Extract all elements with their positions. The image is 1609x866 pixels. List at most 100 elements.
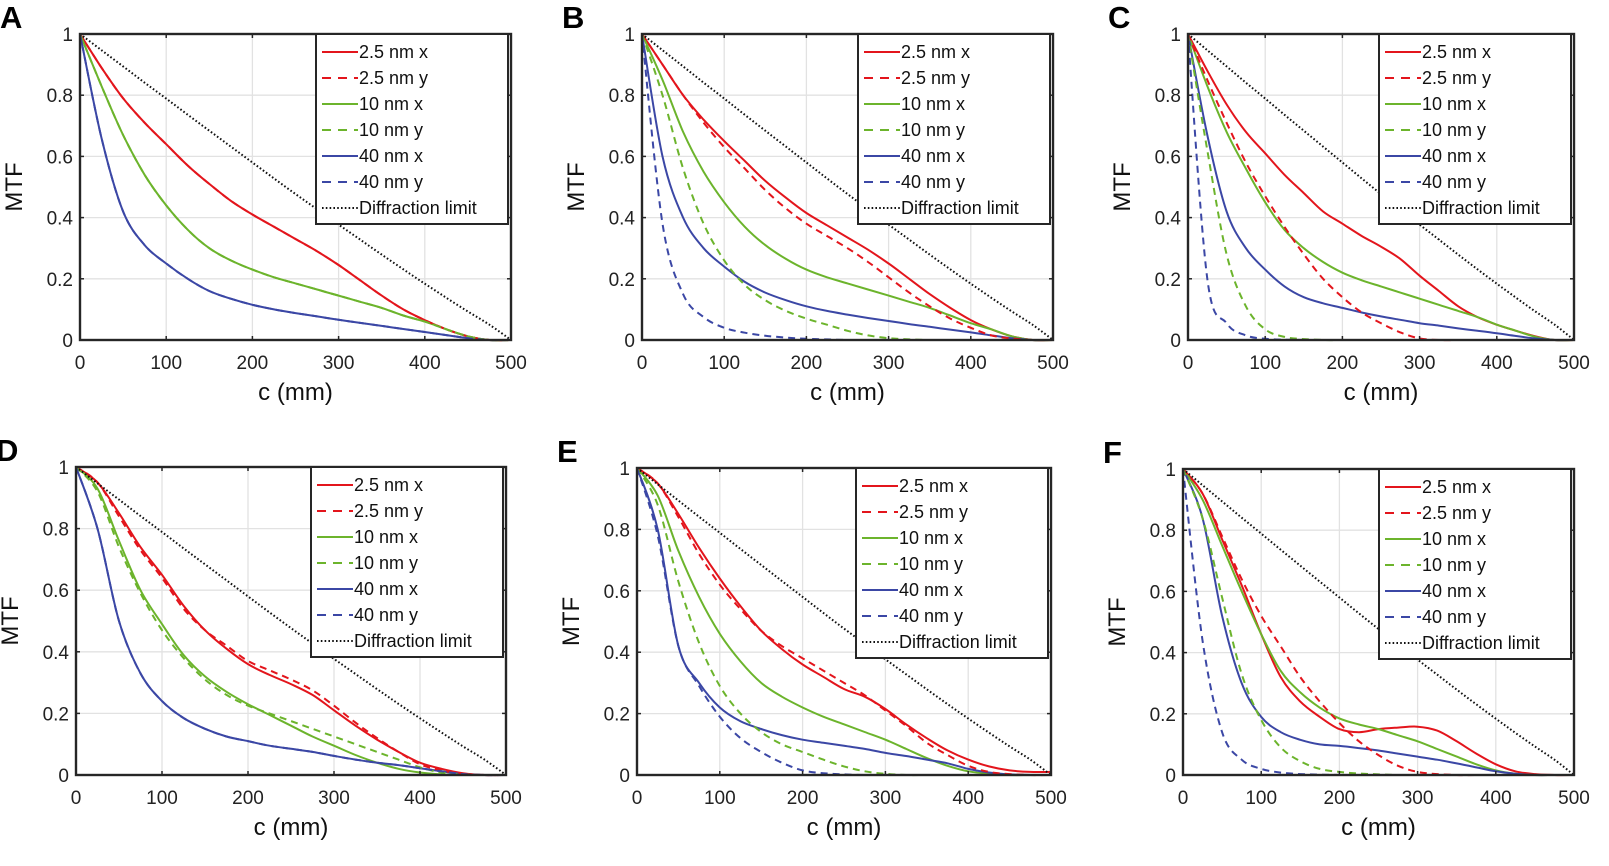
y-axis-label: MTF (563, 162, 590, 211)
x-tick-label: 500 (1558, 353, 1590, 374)
y-tick-label: 0.2 (609, 270, 635, 291)
x-tick-label: 0 (71, 788, 82, 809)
legend: 2.5 nm x 2.5 nm y 10 nm x 10 nm y 40 nm x 40 … (315, 33, 509, 225)
x-tick-label: 300 (318, 788, 350, 809)
series-line-10-nm-y (641, 33, 1053, 342)
panel-e: E 0 100 200 300 400 500 0 0.2 0.4 0.6 0.8 1 c (mm) MTF… (557, 434, 1067, 841)
legend-label: 2.5 nm x (359, 42, 428, 62)
legend: 2.5 nm x 2.5 nm y 10 nm x 10 nm y 40 nm x 40 … (310, 466, 504, 658)
legend-label: 10 nm y (899, 554, 963, 574)
panel-letter: D (0, 433, 18, 468)
legend-label: 2.5 nm y (1422, 503, 1491, 523)
legend-label: 40 nm y (359, 172, 423, 192)
series-line-2-5-nm-y (75, 466, 507, 777)
x-tick-label: 400 (1480, 788, 1512, 809)
y-tick-label: 0.8 (1155, 86, 1181, 107)
x-tick-label: 100 (146, 788, 178, 809)
x-tick-label: 100 (704, 788, 736, 809)
y-tick-label: 0.6 (1155, 147, 1181, 168)
x-tick-label: 100 (708, 353, 740, 374)
series-line-10-nm-x (641, 33, 1054, 342)
series-line-10-nm-x (636, 467, 1051, 777)
legend: 2.5 nm x 2.5 nm y 10 nm x 10 nm y 40 nm x 40 … (857, 33, 1051, 225)
legend-label: 10 nm y (354, 553, 418, 573)
y-tick-label: 0.6 (609, 147, 635, 168)
x-tick-label: 200 (237, 353, 269, 374)
y-tick-label: 0.4 (43, 643, 70, 664)
y-tick-label: 0.8 (604, 520, 630, 541)
x-axis-label: c (mm) (1344, 379, 1419, 406)
legend-label: 10 nm x (359, 94, 423, 114)
x-tick-label: 100 (1249, 353, 1281, 374)
y-tick-label: 0 (62, 331, 73, 352)
legend-label: 10 nm x (354, 527, 418, 547)
legend-label: 40 nm y (1422, 607, 1486, 627)
legend-label: 40 nm x (899, 580, 963, 600)
series-line-2-5-nm-y (636, 467, 1052, 777)
series-line-2-5-nm-x (636, 467, 1052, 774)
panel-a: A 0 100 200 300 400 500 0 0.2 0.4 0.6 0.8 1 c (mm) MTF… (0, 0, 527, 406)
x-tick-label: 200 (791, 353, 823, 374)
x-tick-label: 100 (150, 353, 182, 374)
y-tick-label: 0 (1170, 331, 1181, 352)
x-tick-label: 0 (1178, 788, 1189, 809)
y-tick-label: 0.2 (47, 270, 73, 291)
x-tick-label: 0 (75, 353, 86, 374)
legend-label: 2.5 nm y (359, 68, 428, 88)
y-tick-label: 0.2 (1150, 705, 1176, 726)
x-tick-label: 500 (1037, 353, 1069, 374)
panel-d: D 0 100 200 300 400 500 0 0.2 0.4 0.6 0.8 1 c (mm) MTF… (0, 433, 522, 841)
x-tick-label: 500 (495, 353, 527, 374)
panel-letter: F (1103, 435, 1122, 470)
legend-label: 2.5 nm y (1422, 68, 1491, 88)
x-tick-label: 300 (1404, 353, 1436, 374)
y-tick-label: 0.4 (609, 209, 636, 230)
x-tick-label: 400 (952, 788, 984, 809)
x-axis-label: c (mm) (1341, 814, 1416, 841)
y-tick-label: 0 (1165, 766, 1176, 787)
legend-box (310, 466, 504, 658)
y-tick-label: 0.4 (1155, 209, 1182, 230)
legend-label: 10 nm y (359, 120, 423, 140)
panel-f: F 0 100 200 300 400 500 0 0.2 0.4 0.6 0.8 1 c (mm) MTF… (1103, 435, 1590, 841)
x-tick-label: 500 (490, 788, 522, 809)
y-axis-label: MTF (1104, 597, 1131, 646)
y-tick-label: 1 (62, 25, 73, 46)
y-tick-label: 0.8 (43, 520, 69, 541)
y-tick-label: 1 (58, 458, 69, 479)
legend: 2.5 nm x 2.5 nm y 10 nm x 10 nm y 40 nm x 40 … (855, 467, 1049, 659)
y-axis-label: MTF (1109, 162, 1136, 211)
legend-label: 40 nm x (359, 146, 423, 166)
x-axis-label: c (mm) (807, 814, 882, 841)
series-line-10-nm-x (1187, 33, 1575, 342)
y-axis-label: MTF (0, 596, 24, 645)
legend-label: 2.5 nm y (901, 68, 970, 88)
x-tick-label: 200 (1324, 788, 1356, 809)
x-tick-label: 100 (1245, 788, 1277, 809)
legend-label: Diffraction limit (901, 198, 1019, 218)
x-axis-label: c (mm) (810, 379, 885, 406)
legend-label: 40 nm y (901, 172, 965, 192)
legend-box (315, 33, 509, 225)
legend: 2.5 nm x 2.5 nm y 10 nm x 10 nm y 40 nm x 40 … (1378, 468, 1572, 660)
series-line-diffraction-limit (75, 466, 507, 776)
x-tick-label: 300 (870, 788, 902, 809)
legend-label: 40 nm x (901, 146, 965, 166)
y-tick-label: 0.6 (47, 147, 73, 168)
series-line-40-nm-x (1187, 33, 1575, 342)
x-tick-label: 200 (787, 788, 819, 809)
series-line-diffraction-limit (1182, 468, 1575, 776)
series-line-diffraction-limit (641, 33, 1054, 341)
series-line-diffraction-limit (79, 33, 512, 341)
legend-box (1378, 33, 1572, 225)
x-tick-label: 200 (1327, 353, 1359, 374)
legend-label: 2.5 nm x (1422, 42, 1491, 62)
legend-label: 40 nm y (1422, 172, 1486, 192)
legend-label: 40 nm y (354, 605, 418, 625)
y-tick-label: 1 (619, 459, 630, 480)
panel-b: B 0 100 200 300 400 500 0 0.2 0.4 0.6 0.8 1 c (mm) MTF… (562, 0, 1069, 406)
y-tick-label: 0 (58, 766, 69, 787)
y-tick-label: 0.6 (43, 581, 69, 602)
panel-letter: C (1108, 0, 1130, 35)
legend-label: Diffraction limit (359, 198, 477, 218)
